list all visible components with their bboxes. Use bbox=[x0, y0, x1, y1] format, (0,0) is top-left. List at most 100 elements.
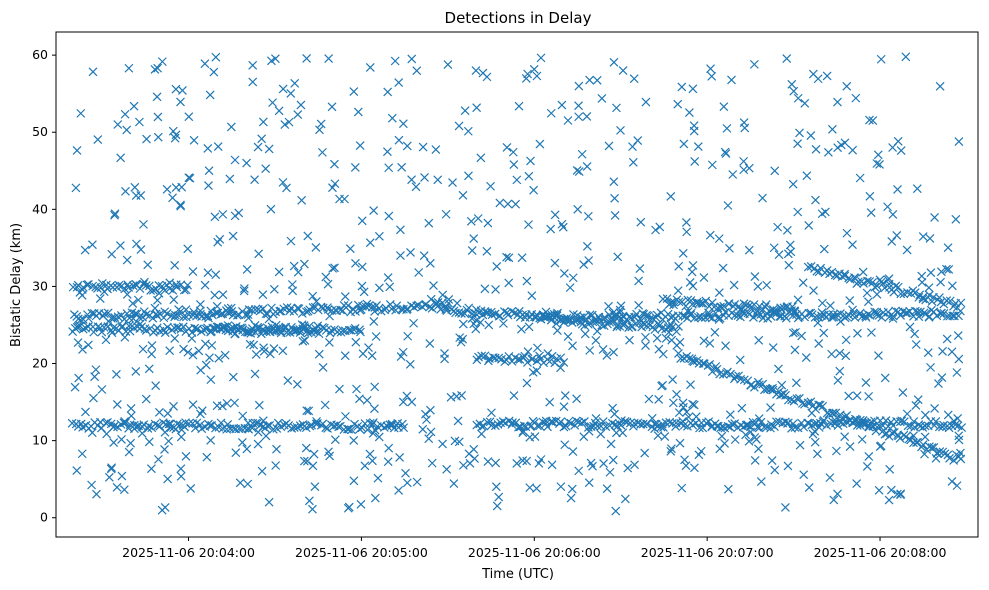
scatter-point bbox=[679, 139, 689, 149]
scatter-point bbox=[767, 456, 777, 465]
scatter-point bbox=[885, 464, 895, 474]
scatter-point bbox=[610, 312, 620, 322]
scatter-point bbox=[547, 416, 557, 426]
scatter-point bbox=[647, 413, 657, 423]
scatter-point bbox=[78, 283, 88, 292]
scatter-point bbox=[153, 295, 162, 305]
scatter-point bbox=[387, 421, 397, 430]
scatter-point bbox=[522, 276, 532, 286]
scatter-point bbox=[566, 493, 576, 503]
scatter-point bbox=[368, 418, 378, 428]
scatter-point bbox=[695, 423, 704, 433]
scatter-point bbox=[536, 53, 546, 63]
scatter-point bbox=[374, 432, 384, 442]
scatter-point bbox=[143, 260, 153, 270]
scatter-point bbox=[726, 369, 735, 379]
scatter-point bbox=[308, 291, 318, 301]
scatter-point bbox=[394, 78, 404, 87]
scatter-point bbox=[820, 207, 830, 217]
scatter-point bbox=[313, 321, 323, 331]
scatter-point bbox=[336, 305, 345, 315]
scatter-point bbox=[486, 181, 495, 191]
scatter-point bbox=[862, 288, 872, 298]
scatter-point bbox=[340, 351, 350, 361]
scatter-point bbox=[166, 423, 176, 433]
scatter-point bbox=[893, 185, 902, 194]
scatter-point bbox=[512, 175, 522, 185]
y-axis-label: Bistatic Delay (km) bbox=[9, 223, 24, 347]
scatter-point bbox=[274, 106, 284, 116]
scatter-point bbox=[610, 409, 619, 419]
scatter-point bbox=[902, 409, 912, 419]
scatter-point bbox=[866, 328, 876, 337]
scatter-point bbox=[530, 312, 539, 322]
scatter-point bbox=[667, 335, 677, 345]
scatter-point bbox=[154, 288, 164, 298]
scatter-point bbox=[721, 149, 731, 158]
scatter-point bbox=[239, 286, 249, 296]
scatter-point bbox=[370, 382, 380, 392]
scatter-point bbox=[883, 202, 892, 212]
scatter-point bbox=[674, 261, 684, 271]
scatter-point bbox=[302, 406, 312, 416]
scatter-point bbox=[299, 456, 309, 466]
scatter-point bbox=[823, 147, 833, 157]
scatter-point bbox=[954, 431, 964, 441]
scatter-point bbox=[126, 411, 136, 421]
scatter-point bbox=[518, 428, 528, 438]
scatter-point bbox=[504, 253, 514, 263]
scatter-point bbox=[441, 209, 451, 219]
scatter-point bbox=[952, 368, 962, 377]
scatter-point bbox=[152, 92, 162, 102]
scatter-point bbox=[672, 389, 681, 399]
scatter-point bbox=[753, 377, 763, 387]
scatter-point bbox=[261, 164, 271, 174]
scatter-point bbox=[464, 303, 474, 313]
scatter-point bbox=[825, 473, 835, 483]
scatter-point bbox=[392, 301, 402, 311]
scatter-point bbox=[442, 464, 452, 474]
scatter-point bbox=[168, 126, 178, 136]
scatter-point bbox=[154, 281, 164, 290]
scatter-point bbox=[125, 326, 135, 336]
scatter-point bbox=[530, 432, 540, 441]
scatter-point bbox=[768, 383, 777, 393]
scatter-point bbox=[754, 335, 764, 345]
scatter-point bbox=[706, 64, 715, 74]
scatter-point bbox=[90, 372, 100, 382]
scatter-point bbox=[226, 303, 236, 313]
scatter-point bbox=[110, 312, 120, 322]
scatter-point bbox=[491, 482, 501, 492]
scatter-point bbox=[666, 446, 676, 456]
scatter-point bbox=[572, 394, 582, 404]
scatter-point bbox=[949, 311, 959, 321]
scatter-point bbox=[557, 100, 567, 110]
scatter-point bbox=[139, 219, 148, 229]
scatter-point bbox=[323, 303, 332, 313]
scatter-point bbox=[511, 199, 521, 209]
scatter-point bbox=[292, 379, 302, 389]
scatter-point bbox=[131, 239, 141, 249]
scatter-point bbox=[405, 359, 415, 369]
scatter-point bbox=[120, 332, 130, 342]
scatter-point bbox=[268, 424, 278, 434]
scatter-point bbox=[370, 307, 380, 316]
scatter-point bbox=[788, 179, 798, 189]
scatter-point bbox=[848, 305, 857, 315]
scatter-point bbox=[870, 282, 880, 292]
scatter-point bbox=[704, 417, 714, 427]
y-tick-label: 0 bbox=[40, 510, 48, 525]
scatter-point bbox=[166, 419, 175, 429]
scatter-point bbox=[302, 456, 312, 466]
scatter-point bbox=[774, 250, 784, 260]
scatter-point bbox=[598, 345, 608, 354]
y-axis: 0 10 20 30 40 50 60 bbox=[32, 47, 56, 525]
scatter-point bbox=[117, 471, 127, 481]
scatter-point bbox=[574, 81, 584, 91]
scatter-point bbox=[605, 467, 615, 477]
scatter-point bbox=[629, 74, 639, 84]
scatter-point bbox=[176, 200, 185, 210]
scatter-point bbox=[733, 311, 743, 320]
scatter-point bbox=[609, 177, 619, 187]
scatter-point bbox=[582, 314, 591, 324]
